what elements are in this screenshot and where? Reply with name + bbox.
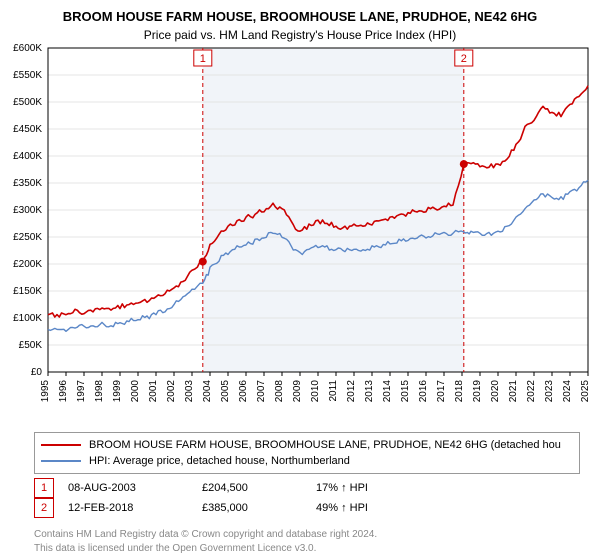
svg-text:2005: 2005 — [220, 380, 231, 403]
svg-text:£600K: £600K — [13, 43, 42, 54]
svg-text:£50K: £50K — [19, 340, 43, 351]
svg-text:2022: 2022 — [526, 380, 537, 403]
svg-text:£250K: £250K — [13, 232, 42, 243]
sale-pct: 49% ↑ HPI — [316, 502, 426, 514]
svg-text:1995: 1995 — [40, 380, 51, 403]
svg-text:2003: 2003 — [184, 380, 195, 403]
sale-price: £385,000 — [202, 502, 312, 514]
svg-text:£350K: £350K — [13, 178, 42, 189]
svg-text:£300K: £300K — [13, 205, 42, 216]
legend: BROOM HOUSE FARM HOUSE, BROOMHOUSE LANE,… — [34, 432, 580, 474]
svg-text:2: 2 — [461, 53, 467, 65]
svg-text:£100K: £100K — [13, 313, 42, 324]
svg-text:2024: 2024 — [562, 380, 573, 403]
footnote: Contains HM Land Registry data © Crown c… — [34, 528, 580, 555]
svg-text:2008: 2008 — [274, 380, 285, 403]
svg-text:1: 1 — [200, 53, 206, 65]
svg-text:2014: 2014 — [382, 380, 393, 403]
svg-text:£150K: £150K — [13, 286, 42, 297]
svg-text:2018: 2018 — [454, 380, 465, 403]
legend-item: HPI: Average price, detached house, Nort… — [41, 453, 573, 469]
svg-text:2000: 2000 — [130, 380, 141, 403]
sale-pct: 17% ↑ HPI — [316, 482, 426, 494]
svg-text:2012: 2012 — [346, 380, 357, 403]
legend-swatch — [41, 460, 81, 462]
sale-badge: 1 — [34, 478, 54, 498]
footnote-line1: Contains HM Land Registry data © Crown c… — [34, 529, 377, 540]
svg-text:2002: 2002 — [166, 380, 177, 403]
legend-label: BROOM HOUSE FARM HOUSE, BROOMHOUSE LANE,… — [89, 439, 561, 451]
svg-text:2020: 2020 — [490, 380, 501, 403]
sale-date: 08-AUG-2003 — [68, 482, 198, 494]
legend-item: BROOM HOUSE FARM HOUSE, BROOMHOUSE LANE,… — [41, 437, 573, 453]
svg-text:2023: 2023 — [544, 380, 555, 403]
svg-text:2011: 2011 — [328, 380, 339, 402]
chart-subtitle: Price paid vs. HM Land Registry's House … — [0, 28, 600, 42]
svg-text:2025: 2025 — [580, 380, 591, 403]
legend-swatch — [41, 444, 81, 446]
svg-text:2015: 2015 — [400, 380, 411, 403]
svg-text:1996: 1996 — [58, 380, 69, 403]
svg-text:2009: 2009 — [292, 380, 303, 403]
svg-text:1998: 1998 — [94, 380, 105, 403]
svg-text:2004: 2004 — [202, 380, 213, 403]
svg-text:2010: 2010 — [310, 380, 321, 403]
svg-text:2007: 2007 — [256, 380, 267, 403]
svg-text:£400K: £400K — [13, 151, 42, 162]
sale-price: £204,500 — [202, 482, 312, 494]
svg-text:£0: £0 — [31, 367, 43, 378]
svg-text:£550K: £550K — [13, 70, 42, 81]
line-chart: £0 £50K £100K £150K £200K £250K £300K £350K £400… — [0, 42, 600, 422]
svg-text:2006: 2006 — [238, 380, 249, 403]
chart-title: BROOM HOUSE FARM HOUSE, BROOMHOUSE LANE,… — [0, 0, 600, 26]
svg-text:1997: 1997 — [76, 380, 87, 403]
sale-row: 1 08-AUG-2003 £204,500 17% ↑ HPI — [34, 478, 580, 498]
svg-text:2017: 2017 — [436, 380, 447, 403]
sale-badge: 2 — [34, 498, 54, 518]
sale-row: 2 12-FEB-2018 £385,000 49% ↑ HPI — [34, 498, 580, 518]
svg-text:2001: 2001 — [148, 380, 159, 403]
footnote-line2: This data is licensed under the Open Gov… — [34, 543, 316, 554]
svg-text:£500K: £500K — [13, 97, 42, 108]
legend-label: HPI: Average price, detached house, Nort… — [89, 455, 350, 467]
svg-text:2016: 2016 — [418, 380, 429, 403]
svg-text:2013: 2013 — [364, 380, 375, 403]
svg-text:£450K: £450K — [13, 124, 42, 135]
svg-text:2021: 2021 — [508, 380, 519, 403]
sale-date: 12-FEB-2018 — [68, 502, 198, 514]
svg-text:2019: 2019 — [472, 380, 483, 403]
sales-table: 1 08-AUG-2003 £204,500 17% ↑ HPI 2 12-FEB-201… — [34, 478, 580, 518]
svg-text:£200K: £200K — [13, 259, 42, 270]
svg-text:1999: 1999 — [112, 380, 123, 403]
